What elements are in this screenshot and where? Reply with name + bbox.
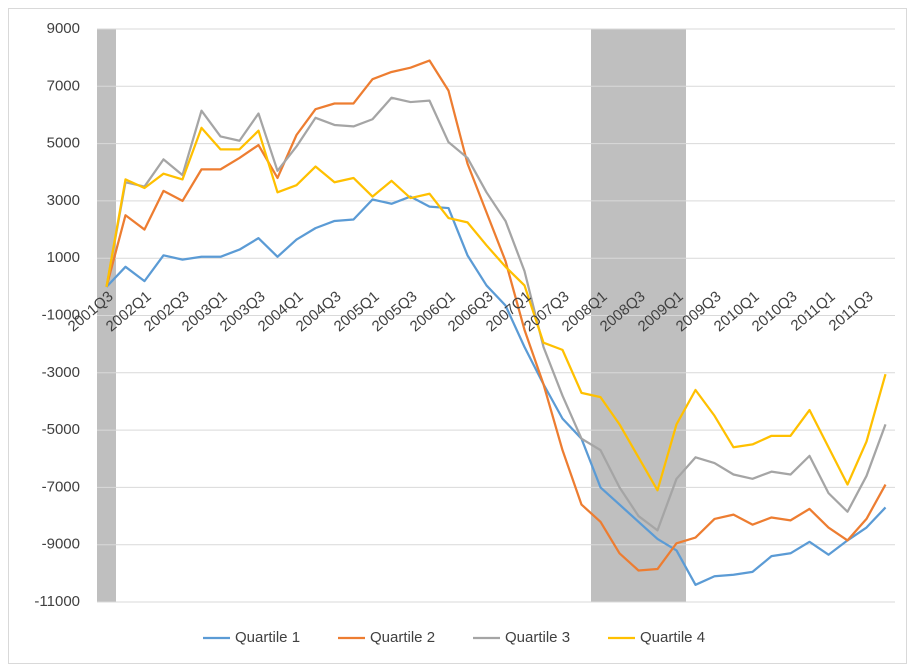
y-tick-label: -5000 bbox=[42, 421, 80, 438]
y-tick-label: -3000 bbox=[42, 364, 80, 381]
legend-label: Quartile 4 bbox=[640, 629, 705, 646]
chart-border bbox=[8, 8, 907, 664]
legend-label: Quartile 3 bbox=[505, 629, 570, 646]
series-line bbox=[105, 96, 887, 532]
series-line bbox=[105, 126, 887, 492]
series-line bbox=[105, 195, 887, 586]
y-tick-label: 7000 bbox=[47, 77, 80, 94]
y-tick-label: 9000 bbox=[47, 20, 80, 37]
y-tick-label: 3000 bbox=[47, 192, 80, 209]
y-tick-label: -9000 bbox=[42, 536, 80, 553]
y-tick-label: -11000 bbox=[34, 593, 80, 610]
y-tick-label: -1000 bbox=[42, 306, 80, 323]
lines-layer bbox=[105, 59, 887, 586]
legend-label: Quartile 2 bbox=[370, 629, 435, 646]
y-tick-label: 1000 bbox=[47, 249, 80, 266]
y-tick-label: 5000 bbox=[47, 135, 80, 152]
grid-layer bbox=[97, 28, 895, 603]
legend-label: Quartile 1 bbox=[235, 629, 300, 646]
y-tick-label: -7000 bbox=[42, 478, 80, 495]
series-line bbox=[105, 59, 887, 572]
